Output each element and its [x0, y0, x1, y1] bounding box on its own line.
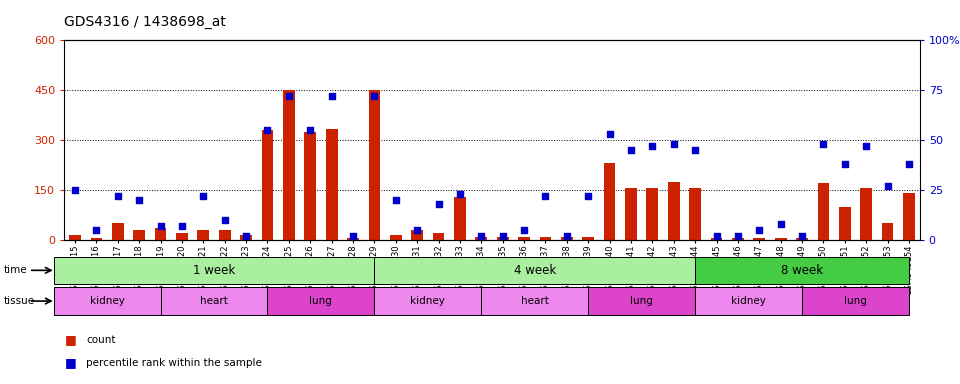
Bar — [732, 238, 744, 240]
Bar — [69, 235, 81, 240]
Bar — [390, 235, 401, 240]
Point — [281, 93, 297, 99]
Point — [67, 187, 83, 193]
Text: GDS4316 / 1438698_at: GDS4316 / 1438698_at — [64, 15, 227, 29]
Bar — [369, 90, 380, 240]
Point — [88, 227, 104, 233]
Point — [623, 147, 638, 153]
Text: kidney: kidney — [89, 296, 125, 306]
Text: 4 week: 4 week — [514, 264, 556, 277]
Bar — [775, 238, 786, 240]
Bar — [668, 182, 680, 240]
Point — [880, 183, 896, 189]
Bar — [646, 189, 659, 240]
Point — [153, 223, 168, 229]
Point — [175, 223, 190, 229]
Text: kidney: kidney — [411, 296, 445, 306]
Point — [794, 233, 809, 239]
Point — [708, 233, 724, 239]
Point — [752, 227, 767, 233]
Bar — [198, 230, 209, 240]
Point — [538, 193, 553, 199]
Bar — [710, 238, 723, 240]
Bar — [240, 235, 252, 240]
Bar — [433, 233, 444, 240]
Text: kidney: kidney — [732, 296, 766, 306]
Bar — [796, 238, 808, 240]
Point — [431, 201, 446, 207]
Point — [367, 93, 382, 99]
Text: heart: heart — [521, 296, 549, 306]
Point — [452, 191, 468, 197]
Point — [346, 233, 361, 239]
Bar — [411, 230, 423, 240]
Point — [473, 233, 489, 239]
Point — [731, 233, 746, 239]
Point — [516, 227, 532, 233]
Bar — [583, 237, 594, 240]
Bar — [304, 132, 316, 240]
Text: lung: lung — [631, 296, 653, 306]
Point — [602, 131, 617, 137]
Bar — [540, 237, 551, 240]
Point — [645, 143, 660, 149]
Bar — [903, 194, 915, 240]
Point — [901, 161, 917, 167]
Bar — [325, 129, 338, 240]
Text: ■: ■ — [65, 356, 77, 369]
Text: heart: heart — [200, 296, 228, 306]
Point — [238, 233, 253, 239]
Point — [816, 141, 831, 147]
Text: ■: ■ — [65, 333, 77, 346]
Point — [324, 93, 339, 99]
Bar — [475, 237, 487, 240]
Bar — [839, 207, 851, 240]
Bar — [133, 230, 145, 240]
Point — [858, 143, 874, 149]
Bar — [176, 233, 188, 240]
Point — [302, 127, 318, 133]
Point — [666, 141, 682, 147]
Point — [196, 193, 211, 199]
Point — [837, 161, 852, 167]
Bar — [754, 238, 765, 240]
Point — [217, 217, 232, 223]
Text: tissue: tissue — [4, 296, 35, 306]
Text: 1 week: 1 week — [193, 264, 235, 277]
Bar — [689, 189, 701, 240]
Text: lung: lung — [844, 296, 867, 306]
Point — [110, 193, 126, 199]
Bar — [860, 189, 872, 240]
Text: count: count — [86, 335, 116, 345]
Bar — [818, 184, 829, 240]
Point — [773, 221, 788, 227]
Point — [260, 127, 276, 133]
Bar — [261, 130, 274, 240]
Bar — [454, 197, 466, 240]
Bar — [561, 237, 573, 240]
Point — [132, 197, 147, 203]
Point — [559, 233, 574, 239]
Text: 8 week: 8 week — [781, 264, 823, 277]
Bar — [90, 238, 103, 240]
Bar — [497, 237, 509, 240]
Point — [388, 197, 403, 203]
Bar — [348, 238, 359, 240]
Text: lung: lung — [309, 296, 332, 306]
Bar — [112, 223, 124, 240]
Bar — [881, 223, 894, 240]
Point — [581, 193, 596, 199]
Text: percentile rank within the sample: percentile rank within the sample — [86, 358, 262, 368]
Bar — [518, 237, 530, 240]
Bar — [283, 90, 295, 240]
Bar — [155, 228, 166, 240]
Bar — [604, 164, 615, 240]
Bar — [625, 189, 636, 240]
Point — [687, 147, 703, 153]
Bar — [219, 230, 230, 240]
Point — [410, 227, 425, 233]
Point — [495, 233, 511, 239]
Text: time: time — [4, 265, 28, 275]
